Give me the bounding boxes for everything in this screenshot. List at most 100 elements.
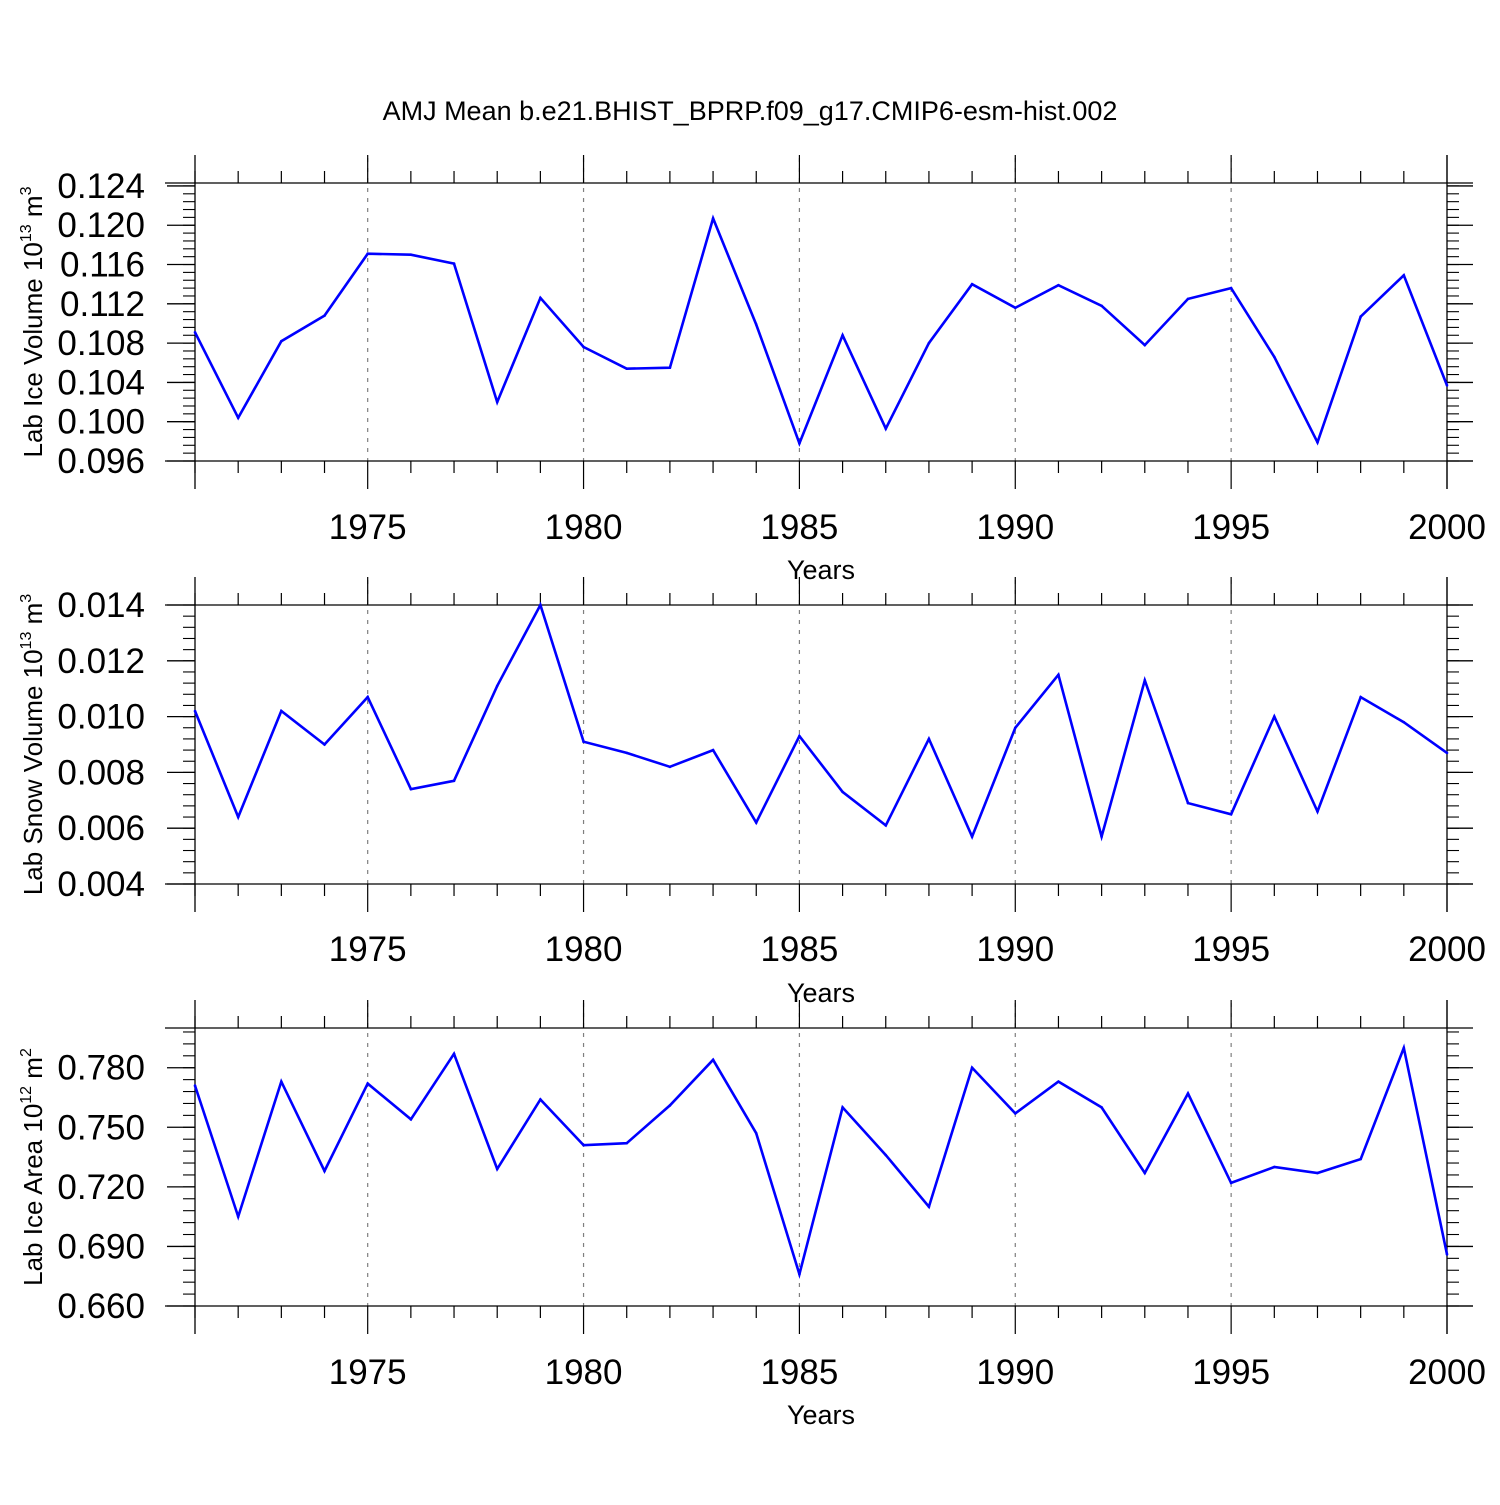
data-point bbox=[1057, 283, 1060, 287]
y-tick-label: 0.124 bbox=[57, 167, 145, 206]
data-point bbox=[1445, 751, 1449, 755]
data-point bbox=[323, 1169, 326, 1173]
data-point bbox=[280, 709, 283, 713]
data-point bbox=[927, 341, 931, 345]
data-point bbox=[582, 345, 585, 349]
data-point bbox=[625, 1141, 629, 1145]
data-point bbox=[711, 1058, 715, 1062]
series-line bbox=[193, 214, 1449, 447]
x-tick-label: 1985 bbox=[760, 508, 838, 547]
data-point bbox=[1013, 306, 1017, 310]
data-point bbox=[366, 252, 369, 256]
data-point bbox=[1100, 835, 1103, 838]
data-point bbox=[495, 1167, 499, 1171]
x-tick-label: 1990 bbox=[976, 930, 1054, 969]
y-tick-label: 0.780 bbox=[57, 1049, 145, 1088]
x-tick-label: 1975 bbox=[329, 930, 407, 969]
data-point bbox=[1057, 1080, 1060, 1083]
data-point bbox=[1316, 441, 1319, 444]
data-point bbox=[1316, 1171, 1319, 1175]
data-point bbox=[236, 815, 240, 819]
data-point bbox=[754, 323, 758, 326]
data-point bbox=[1143, 679, 1147, 682]
x-tick-label: 1985 bbox=[760, 1353, 838, 1392]
data-point bbox=[1273, 1165, 1276, 1169]
y-tick-label: 0.004 bbox=[57, 865, 145, 904]
x-tick-label: 1990 bbox=[976, 508, 1054, 547]
y-tick-label: 0.096 bbox=[57, 442, 145, 481]
data-point bbox=[970, 1066, 974, 1070]
data-point bbox=[582, 740, 585, 744]
data-point bbox=[452, 262, 456, 265]
y-tick-label: 0.112 bbox=[60, 285, 145, 324]
data-point bbox=[1186, 801, 1190, 805]
data-point bbox=[409, 787, 413, 791]
x-tick-label: 1980 bbox=[545, 1353, 623, 1392]
data-point bbox=[798, 442, 801, 445]
data-point bbox=[1186, 297, 1190, 301]
data-point bbox=[539, 1098, 542, 1101]
y-tick-label: 0.100 bbox=[57, 403, 145, 442]
data-point bbox=[452, 1052, 456, 1056]
x-axis-title: Years bbox=[787, 978, 855, 1008]
x-axis-title: Years bbox=[787, 1400, 855, 1430]
data-point bbox=[798, 1272, 801, 1276]
y-tick-label: 0.108 bbox=[57, 324, 145, 363]
y-tick-label: 0.750 bbox=[57, 1108, 145, 1147]
y-tick-label: 0.690 bbox=[57, 1227, 145, 1266]
data-point bbox=[323, 314, 326, 317]
series-line bbox=[193, 601, 1448, 842]
panel-lab-ice-area: 0.660 0.690 0.720 0.750 0.780 1975 1980 1985 199… bbox=[18, 1000, 1486, 1430]
data-point bbox=[970, 835, 974, 838]
data-point bbox=[409, 1118, 413, 1121]
data-point bbox=[970, 282, 974, 286]
data-point bbox=[366, 695, 369, 699]
data-point bbox=[1359, 695, 1362, 699]
x-tick-label: 1995 bbox=[1192, 1353, 1270, 1392]
data-point bbox=[1273, 715, 1276, 718]
y-tick-label: 0.720 bbox=[57, 1168, 145, 1207]
data-point bbox=[625, 751, 629, 755]
data-point bbox=[841, 1106, 844, 1109]
data-point bbox=[1186, 1092, 1190, 1095]
data-point bbox=[1445, 1253, 1449, 1256]
x-tick-label: 1990 bbox=[976, 1353, 1054, 1392]
data-point bbox=[495, 684, 499, 688]
x-tick-label: 2000 bbox=[1408, 1353, 1486, 1392]
data-point bbox=[1013, 726, 1017, 730]
data-point bbox=[841, 333, 844, 337]
data-point bbox=[1316, 810, 1319, 813]
x-tick-label: 1980 bbox=[545, 930, 623, 969]
data-point bbox=[668, 366, 672, 369]
data-point bbox=[366, 1082, 369, 1085]
y-tick-label: 0.116 bbox=[60, 246, 145, 285]
data-point bbox=[668, 765, 672, 769]
data-point bbox=[754, 821, 758, 824]
data-point bbox=[1273, 355, 1276, 359]
data-point bbox=[1100, 304, 1103, 308]
data-point bbox=[754, 1131, 758, 1135]
x-tick-label: 1995 bbox=[1192, 930, 1270, 969]
data-point bbox=[1402, 1046, 1406, 1050]
y-tick-label: 0.010 bbox=[57, 698, 145, 737]
data-point bbox=[1057, 673, 1060, 677]
x-tick-label: 1980 bbox=[545, 508, 623, 547]
y-tick-label: 0.006 bbox=[57, 809, 145, 848]
data-point bbox=[1229, 1181, 1233, 1185]
data-point bbox=[539, 603, 542, 607]
data-point bbox=[668, 1104, 672, 1107]
y-axis-title: Lab Ice Area 1012 m2 bbox=[18, 1048, 48, 1286]
data-point bbox=[236, 1215, 240, 1218]
data-point bbox=[798, 734, 801, 738]
y-tick-label: 0.008 bbox=[57, 753, 145, 792]
data-point bbox=[409, 253, 413, 257]
y-tick-label: 0.014 bbox=[57, 586, 145, 625]
x-axis-title: Years bbox=[787, 555, 855, 585]
data-point bbox=[1013, 1112, 1017, 1115]
data-point bbox=[1143, 343, 1147, 347]
data-point bbox=[495, 400, 499, 404]
data-point bbox=[193, 331, 197, 334]
y-tick-label: 0.012 bbox=[57, 642, 145, 681]
